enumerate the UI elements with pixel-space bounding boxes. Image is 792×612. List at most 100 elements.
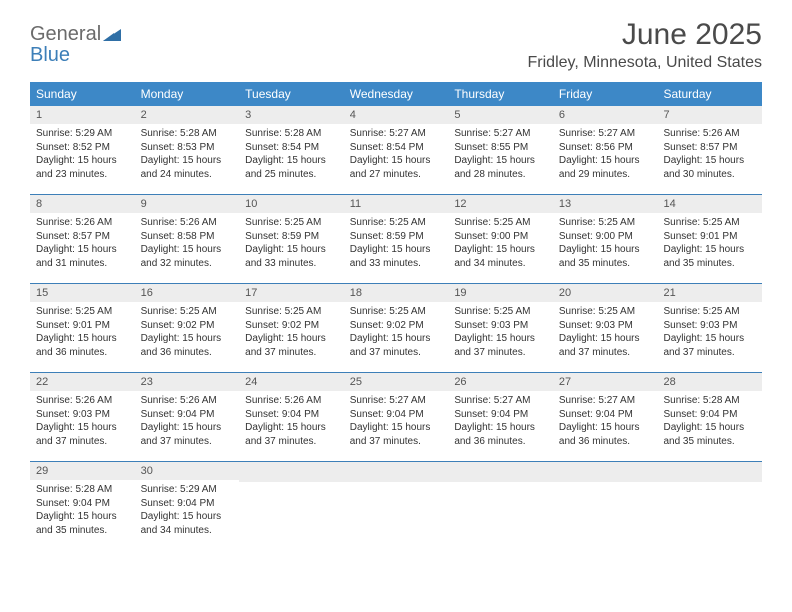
day-number: 24 <box>239 373 344 391</box>
sunrise-text: Sunrise: 5:25 AM <box>350 216 443 230</box>
sunset-text: Sunset: 9:03 PM <box>36 408 129 422</box>
day-number: 14 <box>657 195 762 213</box>
day-header: Tuesday <box>239 82 344 106</box>
day-cell: 19Sunrise: 5:25 AMSunset: 9:03 PMDayligh… <box>448 284 553 372</box>
daylight-text: Daylight: 15 hours and 36 minutes. <box>36 332 129 359</box>
daylight-text: Daylight: 15 hours and 37 minutes. <box>350 332 443 359</box>
logo-text: General Blue <box>30 24 121 65</box>
day-number: 10 <box>239 195 344 213</box>
sunrise-text: Sunrise: 5:25 AM <box>36 305 129 319</box>
day-number: 30 <box>135 462 240 480</box>
daylight-text: Daylight: 15 hours and 28 minutes. <box>454 154 547 181</box>
sunrise-text: Sunrise: 5:26 AM <box>141 216 234 230</box>
day-headers-row: Sunday Monday Tuesday Wednesday Thursday… <box>30 82 762 106</box>
day-number: 19 <box>448 284 553 302</box>
sunrise-text: Sunrise: 5:25 AM <box>245 216 338 230</box>
daylight-text: Daylight: 15 hours and 32 minutes. <box>141 243 234 270</box>
header: General Blue June 2025 Fridley, Minnesot… <box>30 18 762 72</box>
day-number <box>239 462 344 482</box>
day-number: 9 <box>135 195 240 213</box>
day-body: Sunrise: 5:27 AMSunset: 9:04 PMDaylight:… <box>344 391 449 454</box>
week-row: 22Sunrise: 5:26 AMSunset: 9:03 PMDayligh… <box>30 373 762 462</box>
day-body: Sunrise: 5:25 AMSunset: 9:00 PMDaylight:… <box>448 213 553 276</box>
daylight-text: Daylight: 15 hours and 37 minutes. <box>36 421 129 448</box>
day-number: 22 <box>30 373 135 391</box>
daylight-text: Daylight: 15 hours and 34 minutes. <box>454 243 547 270</box>
sunset-text: Sunset: 9:04 PM <box>454 408 547 422</box>
day-cell: 3Sunrise: 5:28 AMSunset: 8:54 PMDaylight… <box>239 106 344 194</box>
day-body: Sunrise: 5:25 AMSunset: 8:59 PMDaylight:… <box>344 213 449 276</box>
month-title: June 2025 <box>528 18 762 52</box>
day-cell: 30Sunrise: 5:29 AMSunset: 9:04 PMDayligh… <box>135 462 240 550</box>
day-cell: 21Sunrise: 5:25 AMSunset: 9:03 PMDayligh… <box>657 284 762 372</box>
day-body: Sunrise: 5:26 AMSunset: 8:58 PMDaylight:… <box>135 213 240 276</box>
day-cell: 14Sunrise: 5:25 AMSunset: 9:01 PMDayligh… <box>657 195 762 283</box>
sunset-text: Sunset: 9:02 PM <box>350 319 443 333</box>
day-body: Sunrise: 5:28 AMSunset: 9:04 PMDaylight:… <box>30 480 135 543</box>
sunset-text: Sunset: 9:01 PM <box>36 319 129 333</box>
sunset-text: Sunset: 9:01 PM <box>663 230 756 244</box>
day-cell: 5Sunrise: 5:27 AMSunset: 8:55 PMDaylight… <box>448 106 553 194</box>
day-number: 29 <box>30 462 135 480</box>
day-number: 20 <box>553 284 658 302</box>
sunrise-text: Sunrise: 5:26 AM <box>36 216 129 230</box>
sunset-text: Sunset: 8:59 PM <box>245 230 338 244</box>
day-number: 12 <box>448 195 553 213</box>
day-body: Sunrise: 5:29 AMSunset: 8:52 PMDaylight:… <box>30 124 135 187</box>
daylight-text: Daylight: 15 hours and 31 minutes. <box>36 243 129 270</box>
sunrise-text: Sunrise: 5:29 AM <box>141 483 234 497</box>
daylight-text: Daylight: 15 hours and 23 minutes. <box>36 154 129 181</box>
day-body: Sunrise: 5:25 AMSunset: 9:03 PMDaylight:… <box>448 302 553 365</box>
sunset-text: Sunset: 9:00 PM <box>454 230 547 244</box>
day-body: Sunrise: 5:25 AMSunset: 9:03 PMDaylight:… <box>553 302 658 365</box>
day-cell: 10Sunrise: 5:25 AMSunset: 8:59 PMDayligh… <box>239 195 344 283</box>
day-body: Sunrise: 5:26 AMSunset: 9:04 PMDaylight:… <box>239 391 344 454</box>
triangle-icon <box>103 25 121 45</box>
sunrise-text: Sunrise: 5:28 AM <box>36 483 129 497</box>
daylight-text: Daylight: 15 hours and 34 minutes. <box>141 510 234 537</box>
sunrise-text: Sunrise: 5:28 AM <box>663 394 756 408</box>
day-number: 4 <box>344 106 449 124</box>
sunrise-text: Sunrise: 5:28 AM <box>141 127 234 141</box>
day-body: Sunrise: 5:29 AMSunset: 9:04 PMDaylight:… <box>135 480 240 543</box>
daylight-text: Daylight: 15 hours and 37 minutes. <box>245 421 338 448</box>
day-cell: 18Sunrise: 5:25 AMSunset: 9:02 PMDayligh… <box>344 284 449 372</box>
day-body <box>344 482 449 542</box>
logo-text-general: General <box>30 23 101 45</box>
sunset-text: Sunset: 8:55 PM <box>454 141 547 155</box>
day-body: Sunrise: 5:25 AMSunset: 9:02 PMDaylight:… <box>344 302 449 365</box>
week-row: 29Sunrise: 5:28 AMSunset: 9:04 PMDayligh… <box>30 462 762 550</box>
day-body: Sunrise: 5:25 AMSunset: 9:01 PMDaylight:… <box>30 302 135 365</box>
sunset-text: Sunset: 9:03 PM <box>663 319 756 333</box>
day-cell: 23Sunrise: 5:26 AMSunset: 9:04 PMDayligh… <box>135 373 240 461</box>
day-cell <box>553 462 658 550</box>
sunset-text: Sunset: 9:04 PM <box>36 497 129 511</box>
day-body: Sunrise: 5:27 AMSunset: 9:04 PMDaylight:… <box>448 391 553 454</box>
day-number: 15 <box>30 284 135 302</box>
sunrise-text: Sunrise: 5:26 AM <box>141 394 234 408</box>
sunrise-text: Sunrise: 5:25 AM <box>559 216 652 230</box>
day-number: 13 <box>553 195 658 213</box>
daylight-text: Daylight: 15 hours and 35 minutes. <box>663 421 756 448</box>
day-number: 5 <box>448 106 553 124</box>
sunrise-text: Sunrise: 5:25 AM <box>663 216 756 230</box>
sunset-text: Sunset: 8:59 PM <box>350 230 443 244</box>
logo-text-blue: Blue <box>30 44 70 66</box>
sunrise-text: Sunrise: 5:25 AM <box>141 305 234 319</box>
day-cell: 15Sunrise: 5:25 AMSunset: 9:01 PMDayligh… <box>30 284 135 372</box>
day-number: 18 <box>344 284 449 302</box>
day-body <box>553 482 658 542</box>
sunset-text: Sunset: 8:56 PM <box>559 141 652 155</box>
day-number: 27 <box>553 373 658 391</box>
sunset-text: Sunset: 8:53 PM <box>141 141 234 155</box>
daylight-text: Daylight: 15 hours and 25 minutes. <box>245 154 338 181</box>
day-cell: 6Sunrise: 5:27 AMSunset: 8:56 PMDaylight… <box>553 106 658 194</box>
day-number: 21 <box>657 284 762 302</box>
day-cell: 11Sunrise: 5:25 AMSunset: 8:59 PMDayligh… <box>344 195 449 283</box>
sunrise-text: Sunrise: 5:29 AM <box>36 127 129 141</box>
day-body: Sunrise: 5:25 AMSunset: 9:02 PMDaylight:… <box>135 302 240 365</box>
day-cell <box>239 462 344 550</box>
day-body: Sunrise: 5:27 AMSunset: 9:04 PMDaylight:… <box>553 391 658 454</box>
sunset-text: Sunset: 9:02 PM <box>245 319 338 333</box>
day-cell: 8Sunrise: 5:26 AMSunset: 8:57 PMDaylight… <box>30 195 135 283</box>
